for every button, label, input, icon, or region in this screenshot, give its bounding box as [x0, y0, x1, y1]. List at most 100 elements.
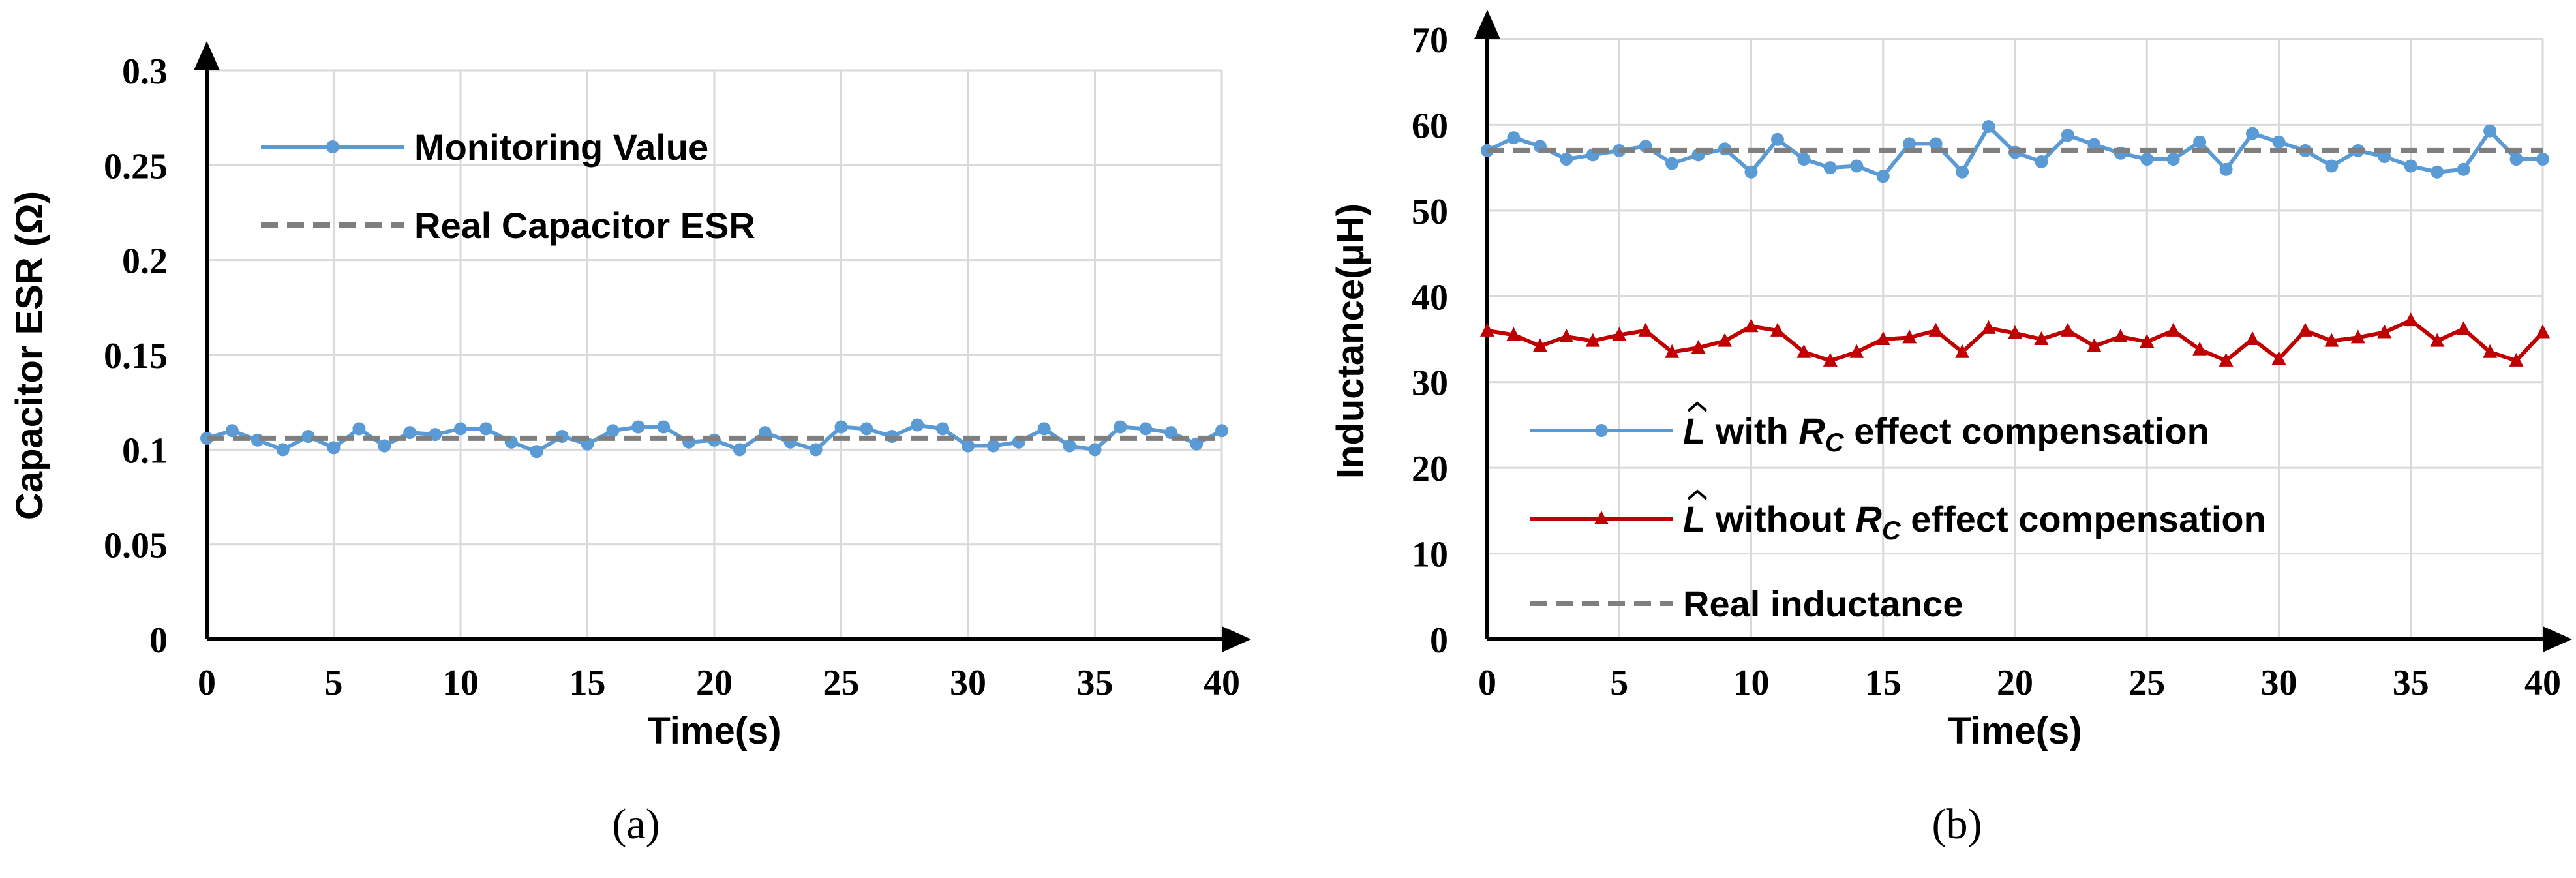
data-point: [2113, 329, 2128, 343]
data-point: [1744, 165, 1758, 179]
y-tick-label: 0: [149, 620, 168, 661]
data-point: [2140, 333, 2155, 348]
data-point: [1037, 422, 1051, 436]
legend-entry: Real Capacitor ESR: [261, 205, 755, 246]
y-tick-label: 70: [1412, 20, 1448, 61]
data-point: [1114, 420, 1127, 434]
hat-accent-icon: [1687, 489, 1708, 500]
y-tick-label: 30: [1412, 363, 1448, 404]
data-point: [1480, 322, 1494, 337]
x-tick-label: 40: [2524, 663, 2561, 703]
data-point: [1507, 131, 1521, 145]
data-point: [2509, 153, 2523, 166]
data-point: [860, 422, 873, 436]
legend-entry: Real inductance: [1530, 583, 1963, 624]
x-tick-label: 35: [1077, 663, 1114, 703]
data-point: [454, 422, 467, 436]
series-2: [1480, 312, 2550, 367]
legend-symbol: L: [1683, 410, 1705, 451]
y-tick-label: 40: [1412, 277, 1448, 318]
hat-accent-icon: [1687, 401, 1708, 412]
data-point: [733, 443, 746, 457]
x-tick-label: 10: [442, 663, 479, 703]
data-point: [834, 420, 848, 434]
legend-marker-icon: [1594, 511, 1609, 524]
legend-label: Real Capacitor ESR: [414, 205, 755, 246]
data-point: [1665, 157, 1679, 170]
data-point: [1875, 331, 1890, 345]
legend-marker-icon: [1595, 424, 1608, 437]
data-point: [1506, 327, 1521, 341]
x-tick-label: 5: [325, 663, 343, 703]
data-point: [352, 422, 366, 436]
y-tick-label: 0: [1430, 620, 1448, 661]
y-tick-label: 10: [1412, 535, 1448, 575]
data-point: [2483, 124, 2497, 138]
legend-label: Real inductance: [1683, 583, 1963, 624]
data-point: [1560, 153, 1573, 166]
data-point: [1796, 344, 1811, 358]
data-point: [2509, 352, 2524, 367]
x-tick-label: 25: [823, 663, 860, 703]
y-tick-label: 0.15: [104, 336, 168, 376]
data-point: [2377, 324, 2392, 339]
data-point: [911, 418, 924, 432]
data-point: [327, 441, 341, 455]
legend-label: Monitoring Value: [414, 127, 708, 168]
data-point: [1902, 329, 1917, 344]
chart-a: 0 5 10 15 20 25 30 35 40 0 0.05 0.1 0.15 0.2 0.25 0.3 Ti…: [8, 41, 1251, 848]
data-point: [1770, 132, 1784, 146]
x-tick-label: 25: [2129, 663, 2165, 703]
legend-text: effect compensation: [1901, 498, 2266, 539]
data-point: [2456, 321, 2471, 335]
data-point: [962, 439, 975, 453]
legend-space: [1845, 498, 1856, 539]
x-tick-label: 40: [1204, 663, 1240, 703]
figure-caption: (a): [612, 800, 659, 848]
data-point: [2166, 322, 2181, 337]
x-tick-label: 0: [198, 663, 216, 703]
data-point: [378, 439, 391, 453]
data-point: [1665, 344, 1680, 358]
data-point: [2272, 135, 2286, 149]
legend-marker-icon: [326, 140, 339, 153]
data-point: [1849, 344, 1864, 358]
data-point: [936, 422, 950, 436]
legend-entry: Monitoring Value: [261, 127, 708, 168]
data-point: [2245, 331, 2260, 345]
data-point: [2324, 333, 2339, 347]
data-point: [1955, 344, 1970, 358]
y-axis-arrow-icon: [1474, 10, 1500, 39]
data-point: [1559, 329, 1574, 343]
legend-text: without: [1715, 498, 1845, 539]
x-tick-label: 30: [950, 663, 986, 703]
data-point: [2219, 352, 2234, 367]
data-point: [2192, 341, 2207, 356]
y-tick-label: 0.2: [122, 241, 168, 282]
data-point: [1981, 320, 1996, 334]
data-point: [2008, 325, 2022, 339]
legend-subscript: C: [1882, 517, 1902, 545]
legend-subscript: C: [1825, 429, 1845, 457]
x-axis-arrow-icon: [2543, 626, 2572, 652]
data-point: [1903, 137, 1917, 151]
data-point: [1585, 333, 1600, 347]
legend-text: effect compensation: [1844, 410, 2209, 451]
x-tick-label: 20: [696, 663, 733, 703]
data-point: [2061, 129, 2074, 142]
data-point: [225, 424, 239, 438]
legend-entry: L with RC effect compensation: [1530, 401, 2209, 457]
data-point: [530, 445, 543, 459]
legend-symbol: L: [1683, 498, 1705, 539]
data-point: [657, 420, 671, 434]
x-tick-label: 0: [1478, 663, 1496, 703]
data-point: [2350, 329, 2365, 344]
data-point: [2297, 322, 2312, 337]
y-tick-label: 0.05: [104, 526, 168, 566]
data-point: [2087, 338, 2102, 352]
x-axis-label: Time(s): [647, 710, 781, 752]
data-point: [2140, 153, 2154, 166]
data-point: [2060, 322, 2075, 337]
data-point: [403, 426, 417, 440]
x-tick-label: 35: [2393, 663, 2429, 703]
